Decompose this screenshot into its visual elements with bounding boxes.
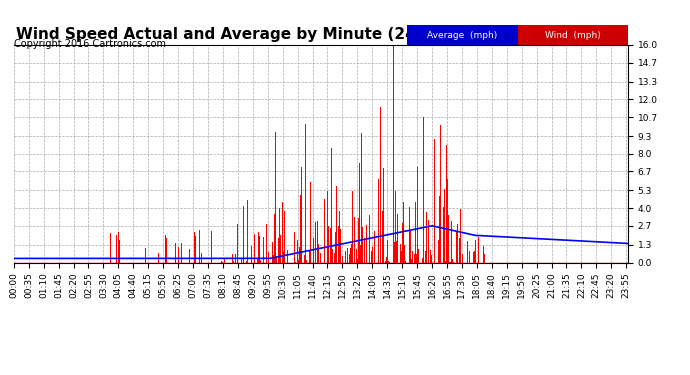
Text: Wind  (mph): Wind (mph): [545, 31, 600, 40]
FancyBboxPatch shape: [407, 25, 518, 45]
Text: Average  (mph): Average (mph): [427, 31, 497, 40]
FancyBboxPatch shape: [518, 25, 628, 45]
Title: Wind Speed Actual and Average by Minute (24 Hours) (New) 20161022: Wind Speed Actual and Average by Minute …: [17, 27, 625, 42]
Text: Copyright 2016 Cartronics.com: Copyright 2016 Cartronics.com: [14, 39, 166, 50]
